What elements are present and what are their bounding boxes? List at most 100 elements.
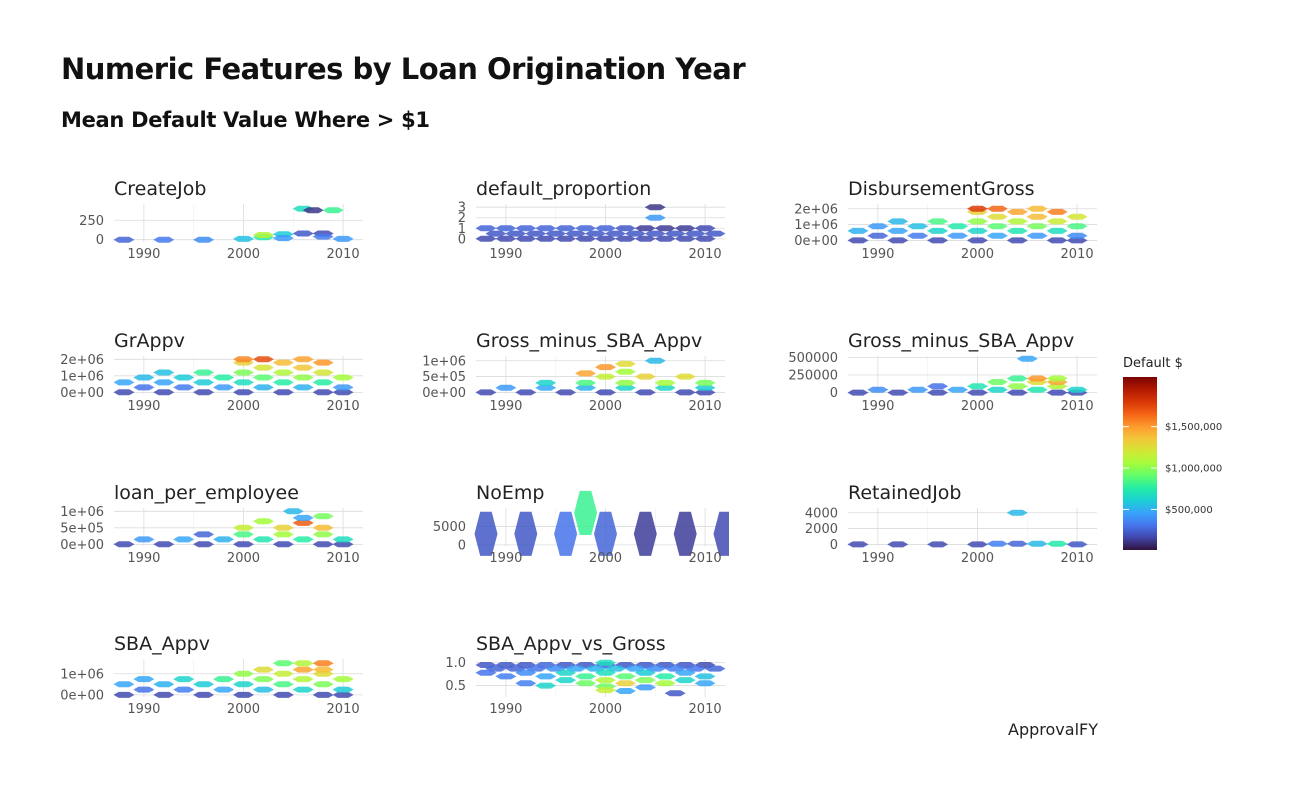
hex-cell bbox=[634, 389, 656, 396]
hex-cell bbox=[272, 531, 294, 538]
hex-cell bbox=[694, 680, 716, 687]
hex-cell bbox=[1046, 375, 1068, 382]
hex-cell bbox=[555, 389, 577, 396]
hex-cell bbox=[1006, 383, 1028, 390]
hex-cell bbox=[272, 681, 294, 688]
x-tick-label: 1990 bbox=[489, 702, 522, 717]
hex-cell bbox=[887, 227, 909, 234]
hex-cell bbox=[312, 379, 334, 386]
hex-cell bbox=[133, 536, 155, 543]
hex-cell bbox=[1066, 232, 1088, 239]
hex-cell bbox=[1046, 218, 1068, 225]
hex-cell bbox=[1006, 375, 1028, 382]
hex-cell bbox=[272, 541, 294, 548]
hex-cell bbox=[614, 379, 636, 386]
hex-cell bbox=[847, 541, 869, 548]
hex-cell bbox=[193, 236, 215, 243]
hex-cell bbox=[495, 225, 517, 232]
hex-cell bbox=[515, 680, 537, 687]
hex-cell bbox=[272, 235, 294, 242]
hex-cell bbox=[694, 225, 716, 232]
y-tick-label: 5e+05 bbox=[60, 521, 104, 536]
facet-label: loan_per_employee bbox=[114, 482, 299, 504]
hex-cell bbox=[1026, 223, 1048, 230]
hex-cell bbox=[1046, 540, 1068, 547]
hex-cell bbox=[1006, 227, 1028, 234]
hex-cell bbox=[847, 237, 869, 244]
hex-cell bbox=[1006, 509, 1028, 516]
hex-cell bbox=[907, 386, 929, 393]
hex-cell bbox=[193, 681, 215, 688]
hex-cell bbox=[595, 687, 616, 694]
hex-cell bbox=[545, 230, 567, 237]
x-tick-label: 1990 bbox=[489, 399, 522, 414]
hex-cell bbox=[644, 214, 666, 221]
hex-cell bbox=[233, 681, 254, 688]
hex-cell bbox=[595, 389, 616, 396]
hex-cell bbox=[475, 225, 497, 232]
hex-cell bbox=[614, 235, 636, 242]
x-tick-label: 2010 bbox=[327, 551, 360, 566]
hex-cell bbox=[555, 225, 577, 232]
hex-cell bbox=[312, 541, 334, 548]
hex-cell bbox=[272, 359, 294, 366]
y-tick-label: 3 bbox=[458, 201, 466, 216]
hex-cell bbox=[292, 364, 314, 371]
x-tick-label: 2000 bbox=[589, 551, 622, 566]
hex-cell bbox=[153, 236, 175, 243]
hex-cell bbox=[252, 518, 274, 525]
hex-cell bbox=[684, 230, 706, 237]
y-tick-label: 0 bbox=[830, 538, 838, 553]
hex-cell bbox=[272, 389, 294, 396]
legend-colorbar bbox=[1123, 377, 1157, 550]
hex-cell bbox=[233, 235, 254, 242]
y-tick-label: 250 bbox=[79, 214, 104, 229]
hex-cell bbox=[292, 356, 314, 363]
hex-cell bbox=[113, 681, 135, 688]
x-tick-label: 2010 bbox=[327, 702, 360, 717]
hex-cell bbox=[153, 691, 175, 698]
hex-cell bbox=[614, 225, 636, 232]
x-tick-label: 2010 bbox=[689, 247, 722, 262]
hex-cell bbox=[595, 373, 616, 380]
hex-cell bbox=[474, 511, 498, 556]
hex-cell bbox=[595, 225, 616, 232]
hex-cell bbox=[704, 665, 726, 672]
hex-cell bbox=[967, 389, 988, 396]
hex-cell bbox=[292, 514, 314, 521]
hex-cell bbox=[1006, 389, 1028, 396]
hex-cell bbox=[292, 660, 314, 667]
facet-label: default_proportion bbox=[476, 178, 651, 200]
hex-cell bbox=[1026, 232, 1048, 239]
hex-cell bbox=[585, 230, 606, 237]
y-tick-label: 0 bbox=[96, 233, 104, 248]
hex-cell bbox=[233, 691, 254, 698]
x-tick-label: 2000 bbox=[227, 702, 260, 717]
hex-cell bbox=[133, 686, 155, 693]
legend-title: Default $ bbox=[1123, 356, 1183, 371]
hex-cell bbox=[986, 232, 1008, 239]
hex-cell bbox=[694, 235, 716, 242]
hex-cell bbox=[927, 383, 949, 390]
y-tick-label: 250000 bbox=[788, 369, 838, 384]
hex-cell bbox=[887, 237, 909, 244]
hex-cell bbox=[867, 223, 889, 230]
hex-cell bbox=[847, 389, 869, 396]
y-tick-label: 5e+05 bbox=[422, 370, 466, 385]
hex-cell bbox=[252, 364, 274, 371]
hex-cell bbox=[634, 373, 656, 380]
y-tick-label: 0 bbox=[830, 386, 838, 401]
hex-cell bbox=[535, 384, 557, 391]
y-tick-label: 1e+06 bbox=[60, 667, 104, 682]
hex-cell bbox=[312, 666, 334, 673]
y-tick-label: 500000 bbox=[788, 351, 838, 366]
x-tick-label: 2010 bbox=[1061, 551, 1094, 566]
hex-cell bbox=[575, 673, 597, 680]
hex-cell bbox=[927, 237, 949, 244]
hex-cell bbox=[575, 370, 597, 377]
x-tick-label: 1990 bbox=[861, 399, 894, 414]
hex-cell bbox=[1006, 237, 1028, 244]
hex-cell bbox=[927, 227, 949, 234]
y-tick-label: 0e+00 bbox=[60, 386, 104, 401]
hex-cell bbox=[332, 235, 354, 242]
